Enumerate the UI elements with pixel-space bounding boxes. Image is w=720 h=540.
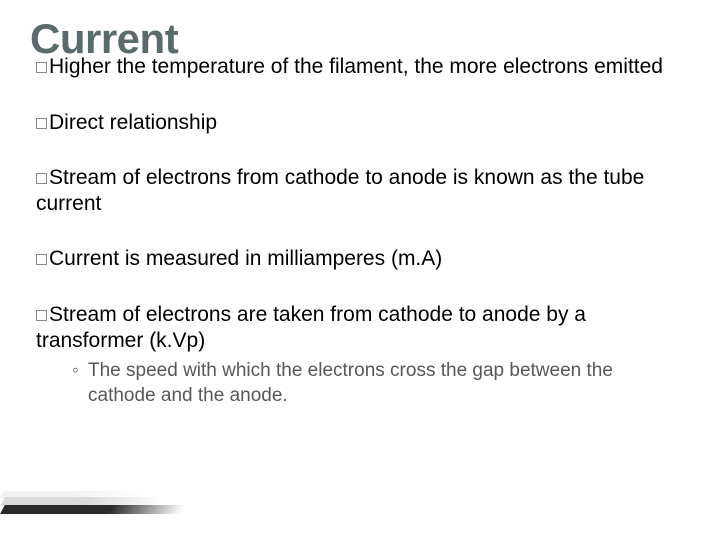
bullet-marker-icon — [36, 254, 47, 265]
slide-accent-graphic — [0, 484, 180, 514]
bullet-item: Direct relationship — [36, 110, 684, 136]
bullet-marker-icon — [36, 173, 47, 184]
bullet-text: Stream of electrons are taken from catho… — [36, 303, 586, 352]
bullet-item: Stream of electrons are taken from catho… — [36, 302, 684, 408]
bullet-marker-icon — [36, 310, 47, 321]
bullet-item: Current is measured in milliamperes (m.A… — [36, 246, 684, 272]
bullet-marker-icon — [36, 62, 47, 73]
accent-bar-icon — [0, 505, 185, 514]
bullet-text: Current is measured in milliamperes (m.A… — [49, 247, 442, 270]
bullet-list: Higher the temperature of the filament, … — [30, 54, 690, 408]
slide: Current Higher the temperature of the fi… — [0, 0, 720, 540]
bullet-item: Stream of electrons from cathode to anod… — [36, 165, 684, 216]
bullet-text: Stream of electrons from cathode to anod… — [36, 166, 644, 215]
sub-bullet-text: The speed with which the electrons cross… — [72, 359, 684, 408]
bullet-marker-icon — [36, 118, 47, 129]
bullet-text: Direct relationship — [49, 111, 217, 134]
bullet-text: Higher the temperature of the filament, … — [49, 55, 663, 78]
bullet-item: Higher the temperature of the filament, … — [36, 54, 684, 80]
